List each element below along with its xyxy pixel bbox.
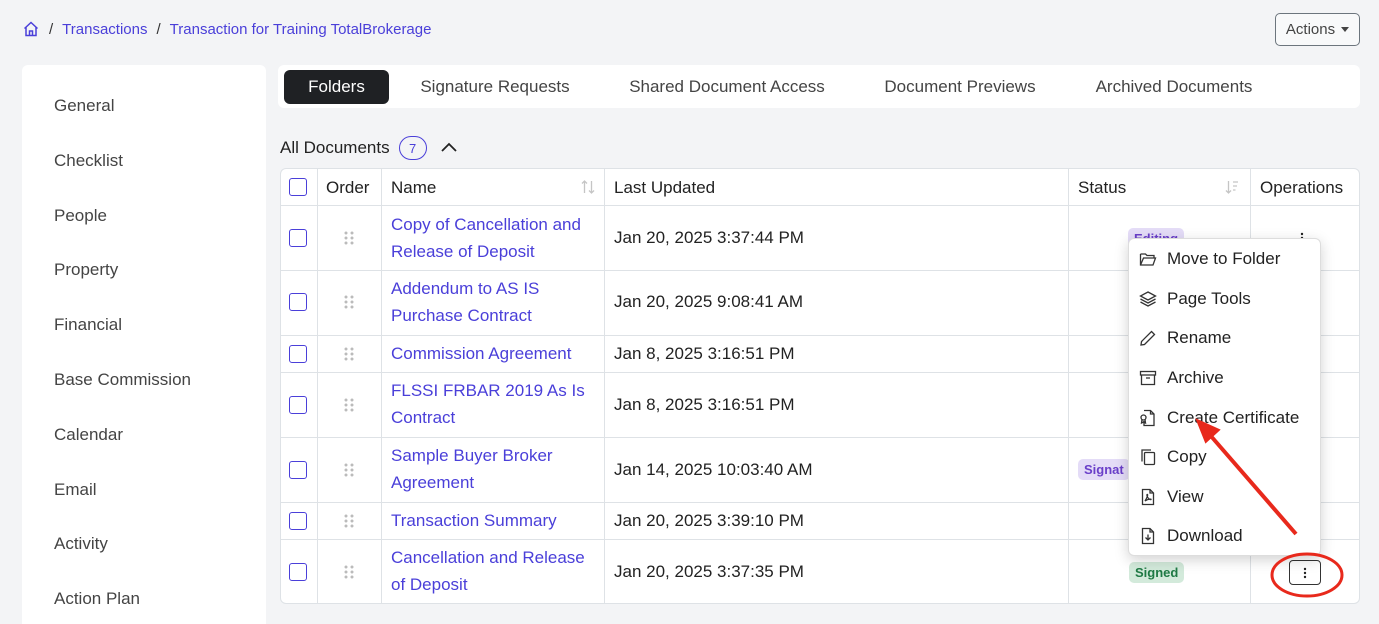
last-updated-value: Jan 20, 2025 3:37:44 PM bbox=[614, 228, 804, 247]
column-header-name[interactable]: Name bbox=[391, 178, 437, 197]
sidebar-item-property[interactable]: Property bbox=[54, 260, 119, 279]
tab-shared-document-access[interactable]: Shared Document Access bbox=[629, 77, 825, 96]
breadcrumb-separator: / bbox=[49, 20, 54, 38]
sidebar-item-people[interactable]: People bbox=[54, 206, 107, 225]
menu-item-create-certificate[interactable]: Create Certificate bbox=[1139, 408, 1299, 428]
tab-document-previews[interactable]: Document Previews bbox=[884, 77, 1036, 96]
pencil-icon bbox=[1140, 330, 1156, 346]
download-file-icon bbox=[1141, 527, 1155, 545]
document-name-link[interactable]: Cancellation and Release of Deposit bbox=[391, 548, 585, 594]
column-header-operations: Operations bbox=[1260, 178, 1344, 197]
copy-icon bbox=[1141, 449, 1156, 466]
drag-handle-icon[interactable] bbox=[343, 347, 355, 361]
breadcrumb-separator: / bbox=[156, 20, 161, 38]
sidebar: General Checklist People Property Financ… bbox=[22, 65, 266, 624]
row-checkbox[interactable] bbox=[289, 345, 307, 363]
menu-item-page-tools[interactable]: Page Tools bbox=[1139, 289, 1251, 309]
tab-archived-documents[interactable]: Archived Documents bbox=[1095, 77, 1253, 96]
document-name-link[interactable]: Transaction Summary bbox=[391, 511, 557, 530]
operations-dropdown-menu: Move to Folder Page Tools Rename Archive… bbox=[1128, 238, 1321, 556]
row-checkbox[interactable] bbox=[289, 396, 307, 414]
column-header-order: Order bbox=[326, 178, 370, 197]
document-tabs: Folders Signature Requests Shared Docume… bbox=[278, 65, 1360, 108]
document-count-badge: 7 bbox=[398, 136, 427, 160]
folder-open-icon bbox=[1139, 253, 1157, 266]
status-badge: Signat bbox=[1078, 459, 1130, 480]
status-badge: Signed bbox=[1129, 562, 1185, 583]
sidebar-item-email[interactable]: Email bbox=[54, 480, 97, 499]
menu-item-copy[interactable]: Copy bbox=[1139, 447, 1207, 467]
document-name-link[interactable]: Sample Buyer Broker Agreement bbox=[391, 446, 553, 492]
last-updated-value: Jan 20, 2025 3:37:35 PM bbox=[614, 562, 804, 581]
last-updated-value: Jan 14, 2025 10:03:40 AM bbox=[614, 460, 813, 479]
archive-icon bbox=[1139, 370, 1157, 386]
document-name-link[interactable]: Addendum to AS IS Purchase Contract bbox=[391, 279, 540, 325]
row-checkbox[interactable] bbox=[289, 229, 307, 247]
tab-folders[interactable]: Folders bbox=[284, 70, 389, 104]
drag-handle-icon[interactable] bbox=[343, 398, 355, 412]
certificate-icon bbox=[1140, 409, 1155, 427]
row-checkbox[interactable] bbox=[289, 512, 307, 530]
layers-icon bbox=[1139, 291, 1157, 307]
sidebar-item-checklist[interactable]: Checklist bbox=[54, 151, 123, 170]
document-name-link[interactable]: Commission Agreement bbox=[391, 344, 572, 363]
actions-dropdown-button[interactable]: Actions bbox=[1275, 13, 1360, 46]
top-bar: / Transactions / Transaction for Trainin… bbox=[0, 0, 1379, 60]
kebab-menu-icon bbox=[1303, 567, 1307, 578]
section-title: All Documents bbox=[280, 138, 390, 157]
last-updated-value: Jan 20, 2025 3:39:10 PM bbox=[614, 511, 804, 530]
menu-item-rename[interactable]: Rename bbox=[1139, 328, 1231, 348]
sidebar-item-general[interactable]: General bbox=[54, 96, 115, 115]
sidebar-item-base-commission[interactable]: Base Commission bbox=[54, 370, 191, 389]
drag-handle-icon[interactable] bbox=[343, 231, 355, 245]
caret-down-icon bbox=[1341, 27, 1350, 32]
sort-icon[interactable] bbox=[581, 179, 595, 195]
drag-handle-icon[interactable] bbox=[343, 565, 355, 579]
drag-handle-icon[interactable] bbox=[343, 514, 355, 528]
pdf-file-icon bbox=[1141, 488, 1155, 506]
tab-signature-requests[interactable]: Signature Requests bbox=[420, 77, 570, 96]
drag-handle-icon[interactable] bbox=[343, 463, 355, 477]
breadcrumb-transactions-link[interactable]: Transactions bbox=[62, 20, 148, 38]
drag-handle-icon[interactable] bbox=[343, 295, 355, 309]
column-header-status[interactable]: Status bbox=[1078, 178, 1127, 197]
actions-label: Actions bbox=[1285, 21, 1336, 38]
sort-descending-icon[interactable] bbox=[1225, 179, 1239, 195]
chevron-up-icon[interactable] bbox=[439, 138, 459, 158]
row-checkbox[interactable] bbox=[289, 563, 307, 581]
menu-item-move-to-folder[interactable]: Move to Folder bbox=[1139, 249, 1280, 269]
row-operations-button[interactable] bbox=[1289, 560, 1321, 585]
last-updated-value: Jan 8, 2025 3:16:51 PM bbox=[614, 395, 795, 414]
menu-item-archive[interactable]: Archive bbox=[1139, 368, 1224, 388]
last-updated-value: Jan 8, 2025 3:16:51 PM bbox=[614, 344, 795, 363]
row-checkbox[interactable] bbox=[289, 461, 307, 479]
breadcrumb: / Transactions / Transaction for Trainin… bbox=[22, 20, 431, 38]
breadcrumb-transaction-link[interactable]: Transaction for Training TotalBrokerage bbox=[169, 20, 432, 38]
sidebar-item-action-plan[interactable]: Action Plan bbox=[54, 589, 140, 608]
column-header-last-updated: Last Updated bbox=[614, 178, 716, 197]
menu-item-download[interactable]: Download bbox=[1139, 526, 1243, 546]
document-name-link[interactable]: FLSSI FRBAR 2019 As Is Contract bbox=[391, 381, 585, 427]
sidebar-item-activity[interactable]: Activity bbox=[54, 534, 108, 553]
document-name-link[interactable]: Copy of Cancellation and Release of Depos… bbox=[391, 215, 581, 261]
sidebar-item-financial[interactable]: Financial bbox=[54, 315, 123, 334]
last-updated-value: Jan 20, 2025 9:08:41 AM bbox=[614, 292, 804, 311]
home-icon[interactable] bbox=[22, 20, 40, 38]
select-all-checkbox[interactable] bbox=[289, 178, 307, 196]
all-documents-header: All Documents 7 bbox=[280, 136, 459, 160]
row-checkbox[interactable] bbox=[289, 293, 307, 311]
menu-item-view[interactable]: View bbox=[1139, 487, 1204, 507]
sidebar-item-calendar[interactable]: Calendar bbox=[54, 425, 123, 444]
